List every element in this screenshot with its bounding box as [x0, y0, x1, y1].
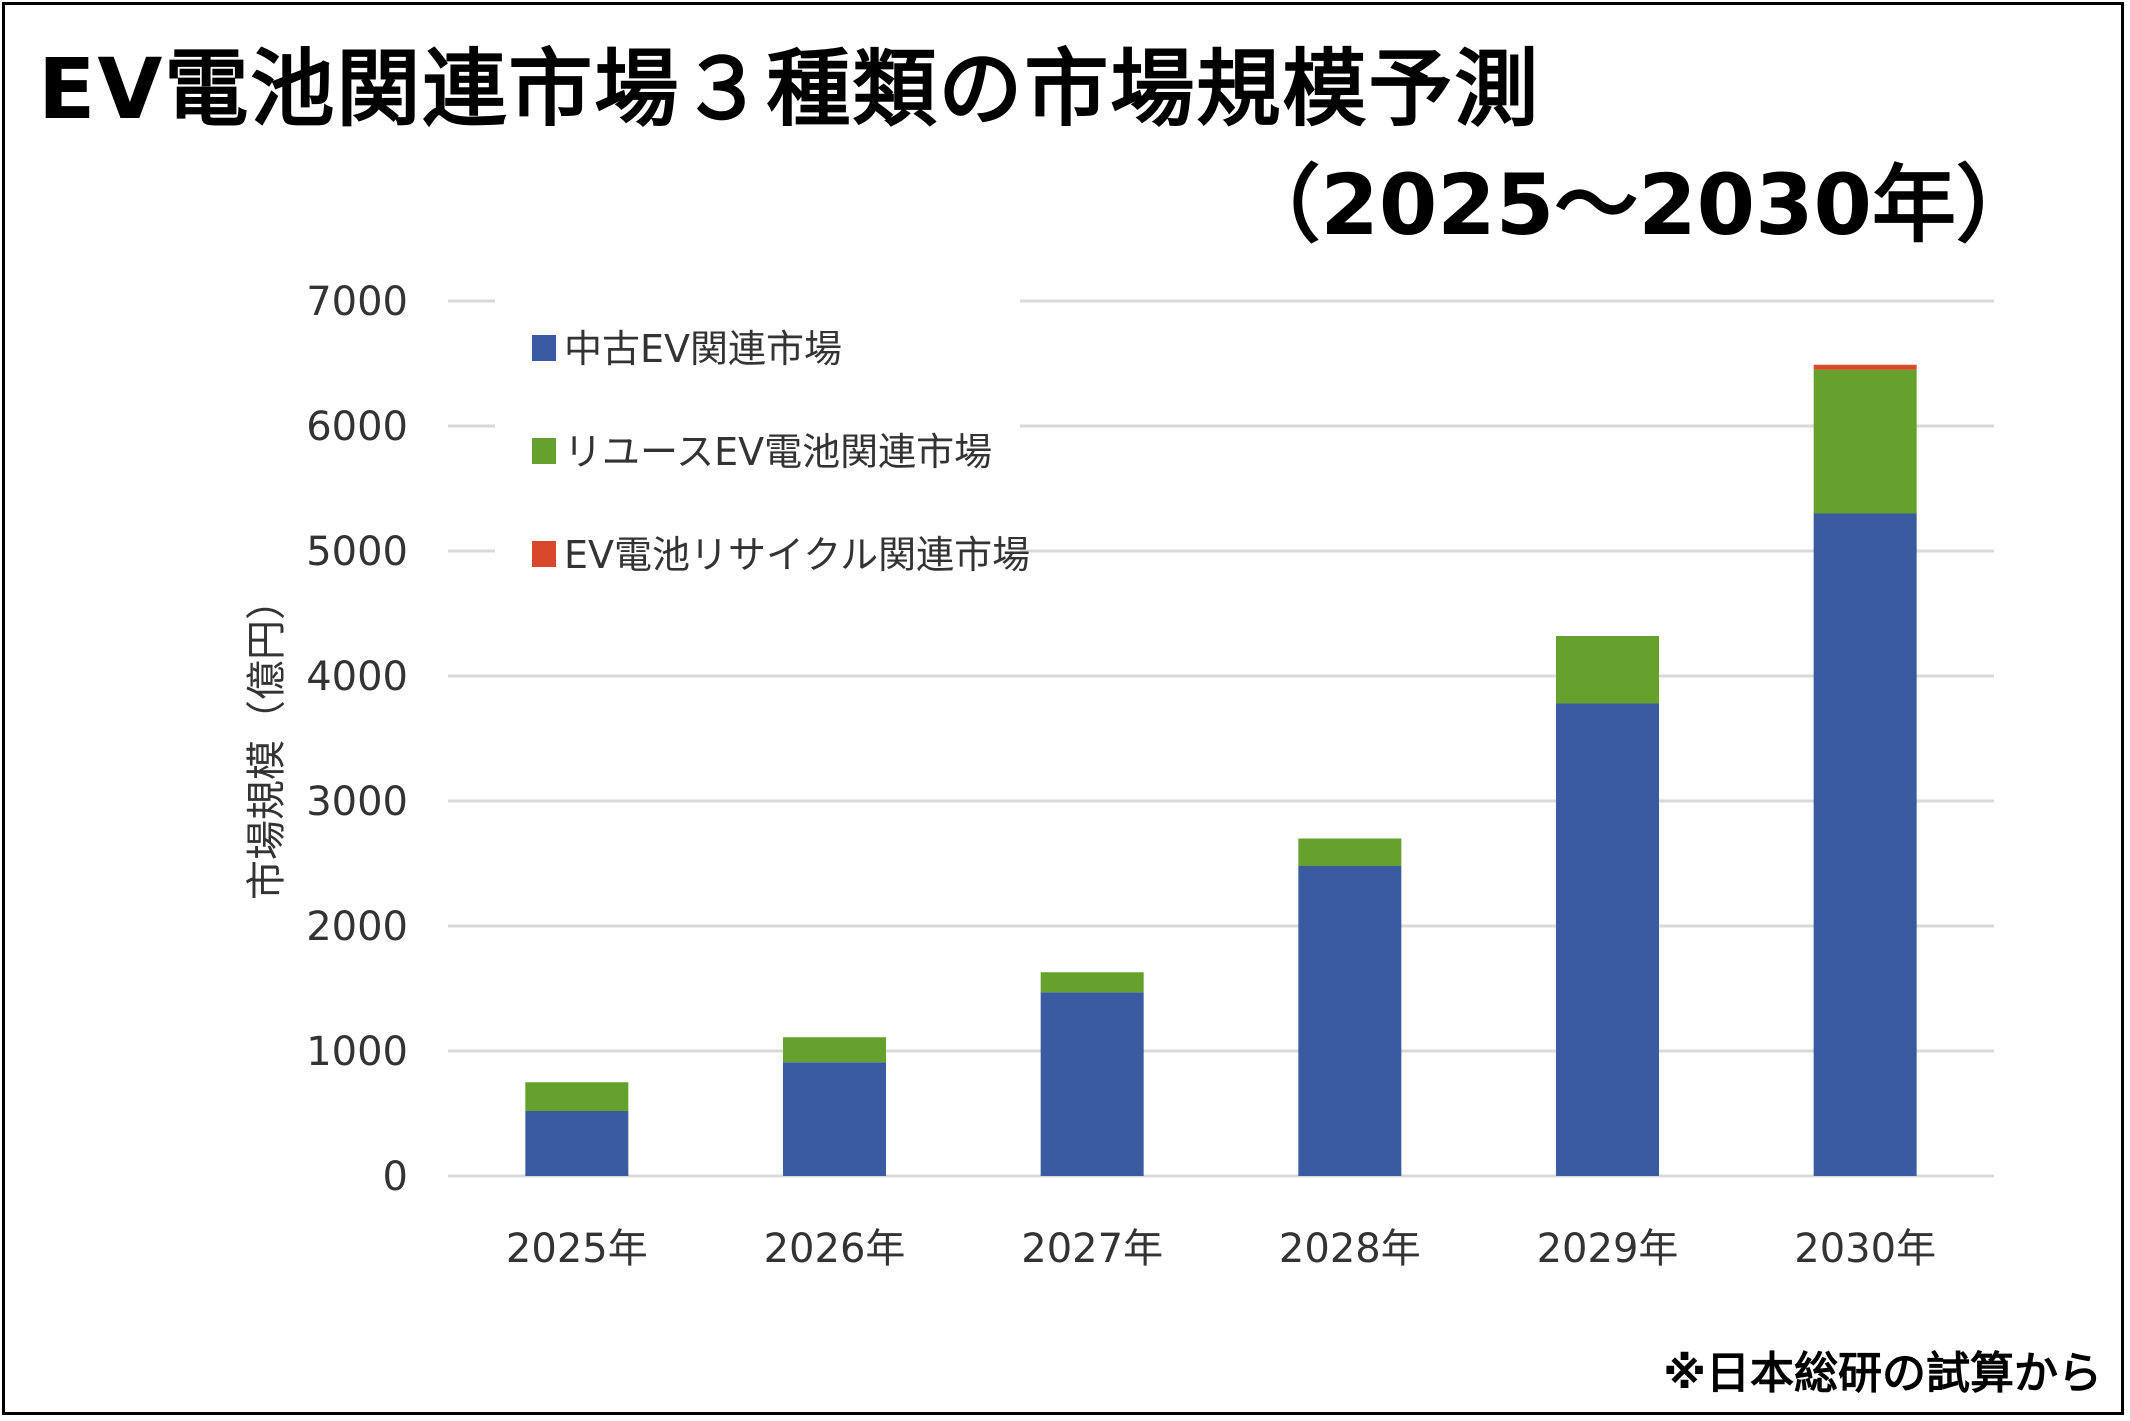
bar-segment-used-ev	[783, 1062, 886, 1176]
legend-label: EV電池リサイクル関連市場	[564, 533, 1030, 577]
bar-segment-reuse-battery	[1298, 838, 1402, 866]
x-tick-label: 2025年	[506, 1226, 648, 1272]
y-tick-label: 2000	[306, 904, 408, 950]
bar-segment-used-ev	[1556, 703, 1659, 1176]
bar-segment-reuse-battery	[783, 1037, 886, 1063]
legend-swatch	[532, 438, 556, 464]
legend-swatch	[532, 541, 556, 567]
bar-segment-reuse-battery	[525, 1082, 629, 1111]
y-tick-label: 5000	[306, 529, 408, 575]
bar-segment-reuse-battery	[1813, 369, 1917, 514]
bar-segment-reuse-battery	[1040, 972, 1144, 993]
x-tick-label: 2027年	[1021, 1226, 1163, 1272]
y-tick-label: 3000	[306, 779, 408, 825]
y-tick-label: 7000	[306, 279, 408, 325]
y-tick-label: 4000	[306, 654, 408, 700]
source-note: ※日本総研の試算から	[1663, 1348, 2102, 1399]
y-tick-label: 6000	[306, 404, 408, 450]
bar-segment-reuse-battery	[1556, 636, 1659, 704]
y-tick-label: 1000	[306, 1029, 408, 1075]
bar-segment-used-ev	[525, 1111, 629, 1176]
x-tick-label: 2030年	[1794, 1226, 1936, 1272]
bar-segment-recycle-battery	[1813, 364, 1917, 370]
bar-segment-used-ev	[1813, 513, 1917, 1176]
bar-segment-used-ev	[1040, 992, 1144, 1176]
y-axis-label: 市場規模（億円）	[244, 580, 290, 900]
y-tick-label: 0	[383, 1154, 408, 1200]
x-tick-label: 2026年	[764, 1226, 906, 1272]
chart-subtitle: （2025～2030年）	[1236, 156, 2040, 254]
x-tick-label: 2029年	[1537, 1226, 1679, 1272]
legend-label: 中古EV関連市場	[564, 327, 842, 371]
x-tick-label: 2028年	[1279, 1226, 1421, 1272]
chart-title: EV電池関連市場３種類の市場規模予測	[38, 40, 1541, 138]
bar-segment-used-ev	[1298, 866, 1402, 1176]
legend-label: リユースEV電池関連市場	[564, 430, 992, 474]
legend-swatch	[532, 335, 556, 361]
